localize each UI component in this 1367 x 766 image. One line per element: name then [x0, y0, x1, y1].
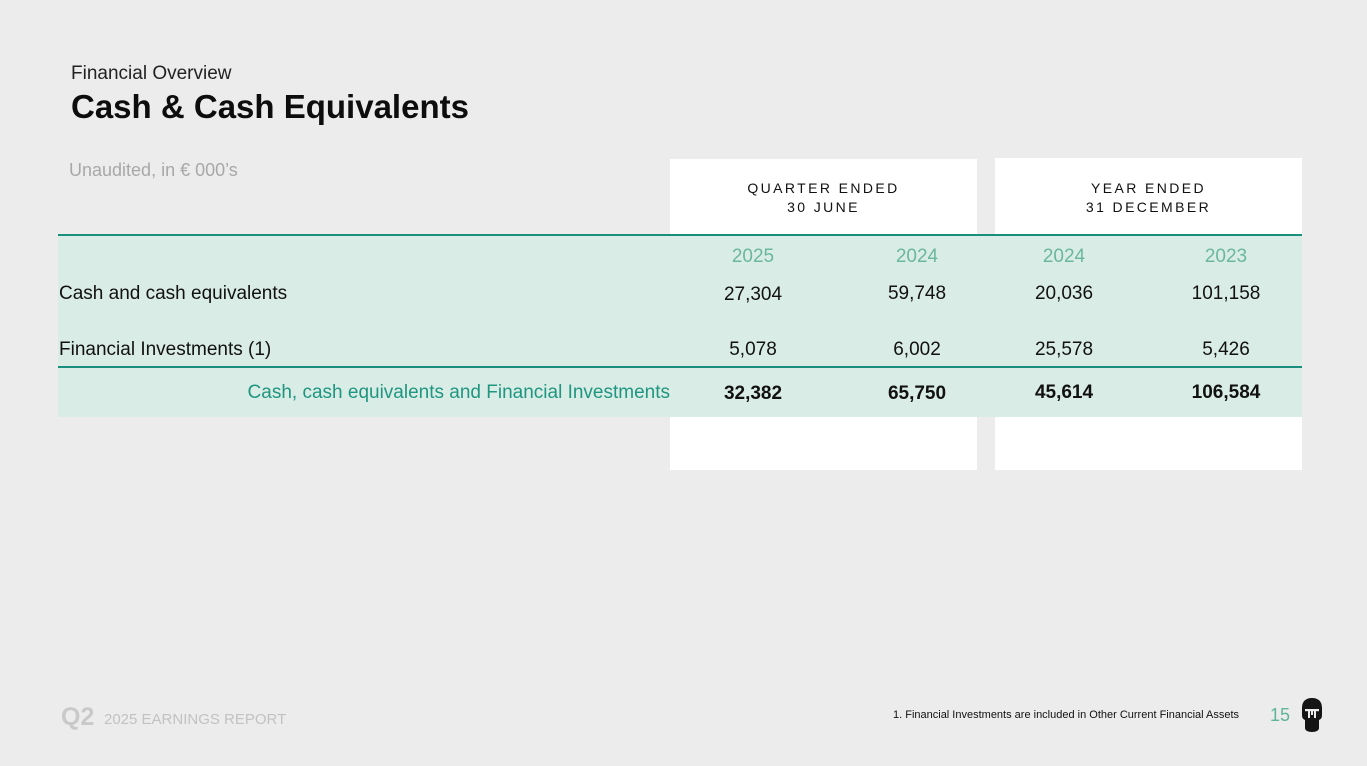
year-period-header: YEAR ENDED 31 DECEMBER: [995, 179, 1302, 217]
table-cell: 20,036: [1034, 283, 1094, 304]
table-top-rule: [58, 234, 1302, 236]
quarter-header-line2: 30 JUNE: [787, 199, 860, 215]
table-cell: 5,426: [1202, 339, 1250, 360]
total-cell: 32,382: [723, 383, 783, 404]
row-label-investments: Financial Investments (1): [59, 339, 272, 360]
table-cell: 25,578: [1034, 339, 1094, 360]
year-header-y-2023: 2023: [1204, 246, 1248, 267]
total-cell: 65,750: [887, 383, 947, 404]
year-header-q-2024: 2024: [895, 246, 939, 267]
table-band: [58, 236, 1302, 417]
table-cell: 5,078: [729, 339, 777, 360]
table-cell: 27,304: [723, 284, 783, 305]
table-cell: 6,002: [893, 339, 941, 360]
total-cell: 106,584: [1191, 382, 1261, 403]
year-header-q-2025: 2025: [731, 246, 775, 267]
page-number: 15: [1270, 705, 1291, 725]
quarter-period-header: QUARTER ENDED 30 JUNE: [670, 179, 977, 217]
total-row-label: Cash, cash equivalents and Financial Inv…: [247, 382, 670, 403]
row-label-cash: Cash and cash equivalents: [59, 283, 288, 304]
page-title: Cash & Cash Equivalents: [71, 88, 469, 125]
table-cell: 59,748: [887, 283, 947, 304]
year-header-line1: YEAR ENDED: [1090, 180, 1207, 196]
table-cell: 101,158: [1191, 283, 1261, 304]
footer-quarter: Q2: [61, 703, 95, 731]
year-header-line2: 31 DECEMBER: [1085, 199, 1212, 215]
year-header-y-2024: 2024: [1042, 246, 1086, 267]
skull-logo-icon: [1302, 698, 1322, 732]
unit-note: Unaudited, in € 000’s: [69, 160, 238, 180]
table-total-rule: [58, 366, 1302, 368]
quarter-header-line1: QUARTER ENDED: [747, 180, 900, 196]
page-subtitle: Financial Overview: [71, 63, 232, 84]
total-cell: 45,614: [1034, 382, 1094, 403]
footer-report-name: 2025 EARNINGS REPORT: [104, 711, 287, 728]
footnote: 1. Financial Investments are included in…: [893, 709, 1240, 721]
